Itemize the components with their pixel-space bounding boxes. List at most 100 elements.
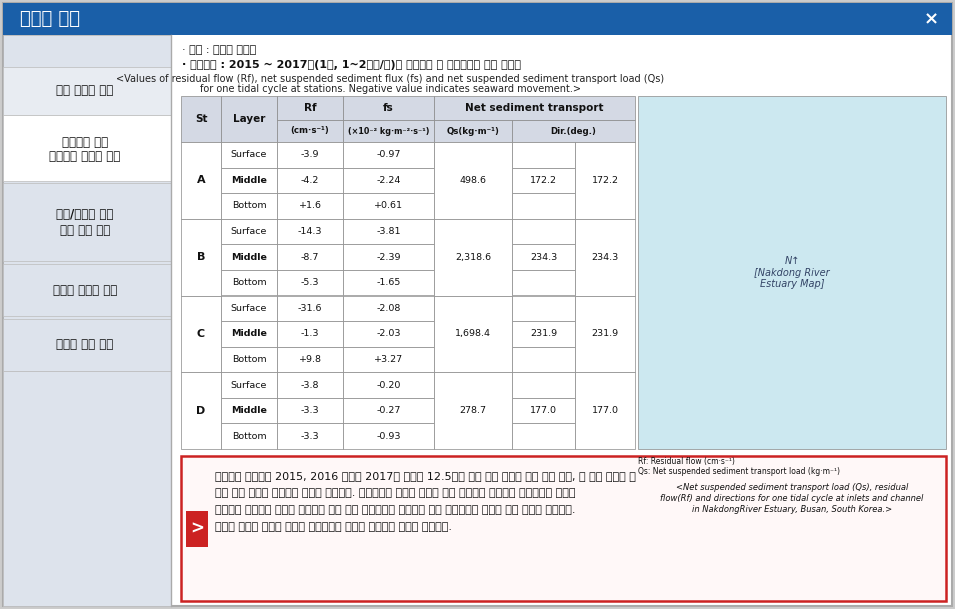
Bar: [3, 319, 171, 371]
Text: D: D: [197, 406, 205, 415]
Bar: [512, 270, 575, 295]
Bar: [343, 398, 434, 423]
Text: -1.65: -1.65: [376, 278, 401, 287]
Bar: [343, 372, 434, 398]
Text: 172.2: 172.2: [591, 176, 619, 185]
Text: -3.8: -3.8: [301, 381, 319, 390]
Bar: [221, 295, 277, 321]
Text: -2.03: -2.03: [376, 329, 401, 339]
Text: -4.2: -4.2: [301, 176, 319, 185]
Text: 퇴적물이 유입구를 통하여 유입되어 서쪽 또는 북서쪽으로 이동하여 낮은 에너지에서 갯벌과 수로 근처에 퇴적된다.: 퇴적물이 유입구를 통하여 유입되어 서쪽 또는 북서쪽으로 이동하여 낮은 에…: [215, 505, 576, 515]
Bar: [277, 219, 343, 244]
Bar: [512, 423, 575, 449]
Bar: [221, 167, 277, 193]
Bar: [3, 371, 171, 606]
Bar: [3, 3, 952, 35]
Bar: [638, 96, 946, 449]
Bar: [3, 264, 171, 316]
Bar: [277, 295, 343, 321]
Bar: [277, 270, 343, 295]
Bar: [512, 372, 575, 398]
Text: 278.7: 278.7: [459, 406, 486, 415]
Bar: [3, 115, 171, 181]
Bar: [512, 295, 575, 321]
Text: for one tidal cycle at stations. Negative value indicates seaward movement.>: for one tidal cycle at stations. Negativ…: [200, 84, 581, 94]
Text: 하구의 동쪽은 썰물시 낙동강 하구둑에서 유출된 퇴적물이 외해로 유출된다.: 하구의 동쪽은 썰물시 낙동강 하구둑에서 유출된 퇴적물이 외해로 유출된다.: [215, 522, 452, 532]
Text: -0.93: -0.93: [376, 432, 401, 441]
Bar: [512, 142, 575, 167]
Bar: [221, 321, 277, 347]
Bar: [3, 67, 171, 115]
Text: -2.39: -2.39: [376, 253, 401, 262]
Bar: [512, 167, 575, 193]
Bar: [277, 193, 343, 219]
Bar: [512, 193, 575, 219]
Bar: [434, 120, 512, 142]
Text: Bottom: Bottom: [232, 355, 266, 364]
Bar: [277, 398, 343, 423]
Bar: [343, 219, 434, 244]
Text: 2,318.6: 2,318.6: [455, 253, 491, 262]
Bar: [277, 321, 343, 347]
Text: <Values of residual flow (Rf), net suspended sediment flux (fs) and net suspende: <Values of residual flow (Rf), net suspe…: [116, 74, 664, 84]
Text: >: >: [190, 519, 204, 538]
Text: -3.9: -3.9: [301, 150, 319, 160]
Text: -3.3: -3.3: [301, 406, 319, 415]
Bar: [3, 35, 171, 606]
Bar: [918, 7, 944, 33]
Text: -0.97: -0.97: [376, 150, 401, 160]
Bar: [575, 142, 635, 219]
Bar: [181, 372, 221, 449]
Text: Middle: Middle: [231, 329, 267, 339]
Text: Surface: Surface: [231, 150, 267, 160]
Bar: [343, 423, 434, 449]
Text: 유입구와 수로에서 2015, 2016 그리고 2017년 여름에 12.5시간 동안 부유 퇴적물 이동 관측 결과, 순 부유 퇴적물 이: 유입구와 수로에서 2015, 2016 그리고 2017년 여름에 12.5시…: [215, 471, 636, 481]
Bar: [575, 295, 635, 372]
Text: Rf: Rf: [304, 103, 316, 113]
Bar: [221, 219, 277, 244]
Bar: [277, 120, 343, 142]
Text: -8.7: -8.7: [301, 253, 319, 262]
Text: N↑
[Nakdong River
Estuary Map]: N↑ [Nakdong River Estuary Map]: [754, 256, 830, 289]
Text: +0.61: +0.61: [374, 202, 403, 211]
Bar: [343, 167, 434, 193]
Text: 498.6: 498.6: [459, 176, 486, 185]
Bar: [434, 295, 512, 372]
Text: Middle: Middle: [231, 253, 267, 262]
Text: Middle: Middle: [231, 176, 267, 185]
Bar: [221, 347, 277, 372]
Bar: [512, 219, 575, 244]
Bar: [277, 142, 343, 167]
Text: -0.20: -0.20: [376, 381, 401, 390]
Text: · 취득년도 : 2015 ~ 2017년(1회, 1~2정점/년)간 현장조사 후 분석완료된 연구 결과물: · 취득년도 : 2015 ~ 2017년(1회, 1~2정점/년)간 현장조사…: [182, 60, 521, 70]
Bar: [221, 142, 277, 167]
Text: -3.81: -3.81: [376, 227, 401, 236]
Bar: [277, 423, 343, 449]
Text: Bottom: Bottom: [232, 278, 266, 287]
Text: -31.6: -31.6: [298, 304, 322, 313]
Bar: [343, 142, 434, 167]
Bar: [221, 244, 277, 270]
Bar: [343, 120, 434, 142]
Text: 표층 퇴적상 특성: 표층 퇴적상 특성: [56, 85, 114, 97]
Bar: [512, 398, 575, 423]
Text: 231.9: 231.9: [530, 329, 557, 339]
Text: Qs(kg·m⁻¹): Qs(kg·m⁻¹): [447, 127, 499, 135]
Bar: [343, 347, 434, 372]
Bar: [277, 347, 343, 372]
Bar: [181, 96, 221, 142]
Text: · 장소 : 낙동강 하구역: · 장소 : 낙동강 하구역: [182, 45, 256, 55]
Bar: [221, 398, 277, 423]
Text: Dir.(deg.): Dir.(deg.): [551, 127, 597, 135]
Text: 동은 모두 외해로 유출되는 것으로 나타났다. 인공적으로 변형된 낙동강 하구 울타리섬 시스템의 퇴적작용은 밀물시: 동은 모두 외해로 유출되는 것으로 나타났다. 인공적으로 변형된 낙동강 하…: [215, 488, 576, 498]
Text: Rf: Residual flow (cm·s⁻¹): Rf: Residual flow (cm·s⁻¹): [638, 457, 735, 466]
Text: Surface: Surface: [231, 227, 267, 236]
Text: 1,698.4: 1,698.4: [455, 329, 491, 339]
Bar: [434, 142, 512, 219]
Text: Surface: Surface: [231, 304, 267, 313]
Text: -3.3: -3.3: [301, 432, 319, 441]
Text: 234.3: 234.3: [530, 253, 557, 262]
Bar: [3, 183, 171, 261]
Bar: [277, 96, 343, 120]
Bar: [434, 372, 512, 449]
